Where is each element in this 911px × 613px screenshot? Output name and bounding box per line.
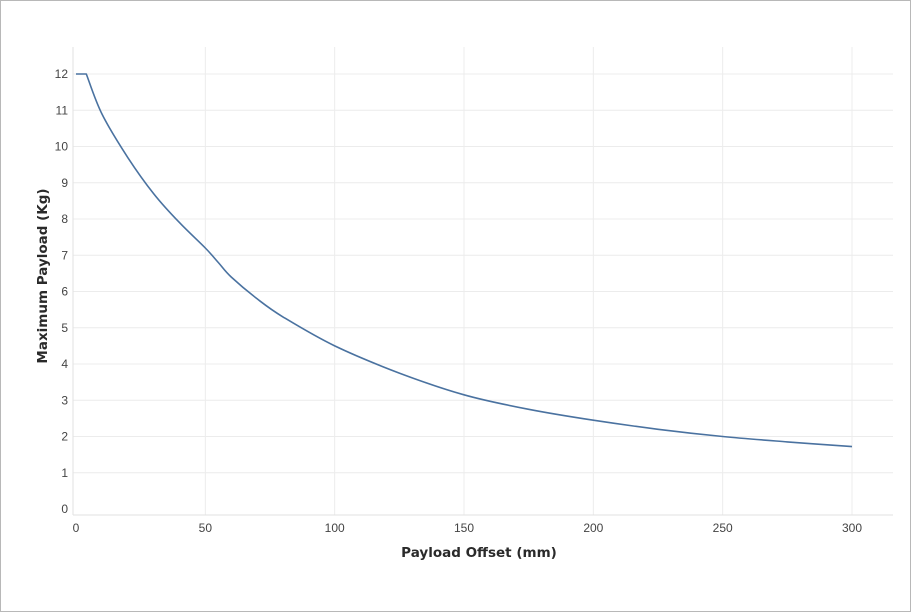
x-tick-label: 100 <box>325 521 345 535</box>
y-tick-label: 3 <box>61 393 68 407</box>
x-tick-label: 250 <box>713 521 733 535</box>
y-tick-label: 9 <box>61 176 68 190</box>
y-tick-label: 11 <box>56 103 69 117</box>
x-tick-label: 200 <box>583 521 603 535</box>
axes <box>73 47 893 515</box>
x-tick-label: 150 <box>454 521 474 535</box>
x-tick-label: 50 <box>199 521 213 535</box>
x-tick-label: 0 <box>73 521 80 535</box>
grid-lines <box>73 47 893 515</box>
y-tick-label: 8 <box>61 212 68 226</box>
y-axis-title: Maximum Payload (Kg) <box>35 188 51 363</box>
y-tick-label: 10 <box>55 140 69 154</box>
x-tick-label: 300 <box>842 521 862 535</box>
y-tick-label: 5 <box>61 321 68 335</box>
y-tick-label: 0 <box>61 502 68 516</box>
y-tick-label: 1 <box>61 466 68 480</box>
y-tick-label: 7 <box>61 248 68 262</box>
y-tick-label: 12 <box>55 67 69 81</box>
y-tick-label: 4 <box>61 357 68 371</box>
x-axis-title: Payload Offset (mm) <box>401 545 557 561</box>
y-tick-label: 6 <box>61 285 68 299</box>
y-tick-label: 2 <box>61 430 68 444</box>
